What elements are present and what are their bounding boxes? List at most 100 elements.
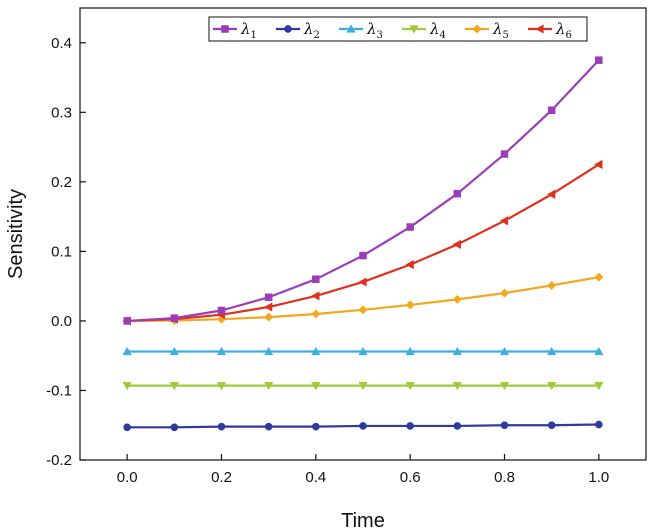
legend-label: λ5 [492, 20, 509, 41]
series-line-λ6 [127, 163, 600, 323]
data-point [264, 312, 274, 322]
data-point [547, 381, 557, 391]
data-point [359, 251, 367, 260]
y-tick-label: 0.0 [51, 313, 72, 330]
legend-item-λ1: λ1 [213, 20, 257, 41]
data-point [264, 422, 273, 431]
data-point [123, 423, 132, 432]
data-point [405, 346, 415, 356]
legend-marker [472, 24, 482, 34]
data-point [216, 346, 227, 356]
data-point [594, 272, 604, 282]
legend-marker [535, 24, 544, 34]
data-point [406, 223, 414, 231]
data-point [452, 381, 462, 391]
data-point [123, 317, 131, 325]
data-point [594, 381, 604, 391]
data-point [405, 381, 415, 391]
legend-box [208, 16, 588, 42]
y-tick-label: -0.2 [46, 452, 72, 469]
data-point [546, 189, 556, 199]
data-point [264, 346, 274, 356]
data-point [169, 381, 179, 391]
data-point [499, 216, 509, 226]
data-point [453, 422, 462, 430]
series-λ4 [122, 381, 604, 391]
x-tick-label: 0.2 [211, 469, 232, 486]
data-point [547, 280, 557, 291]
series-λ1 [123, 56, 603, 325]
y-tick-label: 0.1 [51, 243, 72, 260]
data-point [216, 381, 227, 391]
data-point [358, 381, 368, 391]
x-tick-label: 0.0 [117, 469, 138, 486]
data-point [406, 422, 415, 430]
data-point [312, 275, 320, 283]
data-point [358, 277, 367, 287]
data-point [453, 189, 462, 198]
data-point [264, 293, 273, 302]
data-point [499, 346, 510, 356]
data-point [358, 305, 368, 315]
data-point [452, 239, 461, 250]
series-λ2 [123, 420, 603, 432]
data-point [311, 309, 321, 319]
legend: λ1 λ2 λ3 λ4 λ5 λ6 [208, 16, 588, 42]
y-tick-label: 0.4 [51, 35, 72, 52]
data-point [547, 421, 556, 430]
legend-item-λ2: λ2 [276, 20, 320, 41]
legend-marker [284, 25, 292, 33]
y-tick-label: 0.2 [51, 174, 72, 191]
data-point [311, 381, 321, 391]
data-point [405, 300, 415, 310]
x-tick-label: 0.6 [400, 469, 421, 486]
data-point [547, 106, 556, 114]
y-tick-label: 0.3 [51, 104, 72, 121]
data-point [170, 314, 179, 322]
data-point [122, 346, 132, 356]
series-λ3 [122, 346, 604, 356]
data-point [358, 346, 368, 356]
series-λ6 [122, 159, 603, 326]
y-axis: -0.2 -0.1 0.0 0.1 0.2 0.3 0.4 [46, 35, 86, 469]
data-point [170, 423, 179, 432]
legend-item-λ6: λ6 [528, 20, 572, 41]
x-axis: 0.0 0.2 0.4 0.6 0.8 1.0 [117, 454, 609, 486]
plot-frame [79, 7, 647, 461]
data-point [499, 288, 510, 298]
legend-item-λ5: λ5 [465, 20, 509, 41]
data-point [547, 346, 557, 356]
data-point [594, 346, 604, 356]
data-point [499, 381, 510, 391]
legend-marker [346, 24, 356, 33]
data-point [264, 381, 274, 391]
legend-label: λ4 [429, 20, 446, 41]
legend-label: λ1 [240, 20, 257, 41]
y-axis-title: Sensitivity [5, 189, 27, 279]
data-point [122, 381, 132, 391]
data-point [452, 294, 462, 304]
data-point [169, 346, 179, 356]
data-point [500, 421, 509, 430]
data-point [311, 422, 320, 431]
x-tick-label: 0.4 [305, 469, 326, 486]
data-point [311, 291, 320, 301]
series-layer [122, 56, 604, 432]
data-point [595, 56, 603, 64]
x-tick-label: 1.0 [588, 469, 609, 486]
data-point [217, 306, 226, 315]
data-point [452, 346, 462, 356]
x-tick-label: 0.8 [494, 469, 515, 486]
legend-label: λ2 [303, 20, 320, 41]
data-point [500, 150, 509, 158]
legend-marker [221, 25, 229, 33]
legend-label: λ3 [366, 20, 383, 41]
data-point [594, 159, 603, 170]
data-point [359, 422, 367, 430]
legend-item-λ3: λ3 [339, 20, 383, 41]
data-point [263, 302, 273, 312]
legend-item-λ4: λ4 [402, 20, 446, 41]
x-axis-title: Time [341, 510, 385, 532]
legend-label: λ6 [555, 20, 572, 41]
